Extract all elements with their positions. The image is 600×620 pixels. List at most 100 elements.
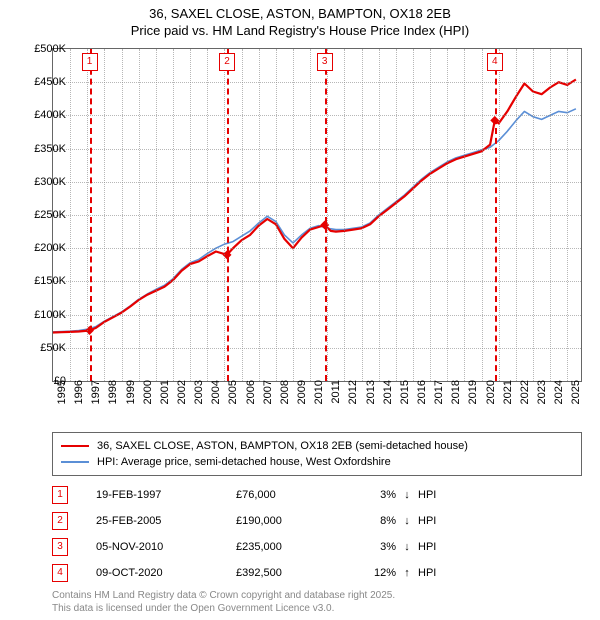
x-axis-label: 2006 — [245, 380, 257, 420]
sale-marker-label: 3 — [317, 53, 333, 71]
x-gridline — [173, 49, 174, 381]
x-axis-label: 2013 — [365, 380, 377, 420]
x-axis-label: 1997 — [90, 380, 102, 420]
y-gridline — [53, 315, 581, 316]
sale-hpi-label: HPI — [414, 567, 458, 579]
title-address: 36, SAXEL CLOSE, ASTON, BAMPTON, OX18 2E… — [0, 6, 600, 21]
y-axis-label: £150K — [18, 275, 66, 287]
x-axis-label: 2005 — [227, 380, 239, 420]
x-gridline — [396, 49, 397, 381]
y-gridline — [53, 149, 581, 150]
x-axis-label: 2020 — [485, 380, 497, 420]
y-gridline — [53, 82, 581, 83]
x-axis-label: 2009 — [296, 380, 308, 420]
x-axis-label: 2008 — [279, 380, 291, 420]
x-axis-label: 2018 — [450, 380, 462, 420]
sale-diff-arrow-icon: ↓ — [400, 489, 414, 501]
legend-label: 36, SAXEL CLOSE, ASTON, BAMPTON, OX18 2E… — [97, 440, 468, 452]
series-price_paid — [53, 80, 576, 333]
legend-item: 36, SAXEL CLOSE, ASTON, BAMPTON, OX18 2E… — [61, 438, 573, 454]
sale-marker-label: 1 — [82, 53, 98, 71]
y-axis-label: £200K — [18, 242, 66, 254]
x-gridline — [224, 49, 225, 381]
x-axis-label: 2007 — [262, 380, 274, 420]
sale-date: 05-NOV-2010 — [96, 541, 236, 553]
x-gridline — [87, 49, 88, 381]
sale-marker-line — [325, 49, 327, 381]
table-row: 305-NOV-2010£235,0003%↓HPI — [52, 534, 582, 560]
sale-price: £235,000 — [236, 541, 336, 553]
sale-marker-line — [90, 49, 92, 381]
table-row: 225-FEB-2005£190,0008%↓HPI — [52, 508, 582, 534]
sale-price: £76,000 — [236, 489, 336, 501]
x-axis-label: 2000 — [142, 380, 154, 420]
x-gridline — [190, 49, 191, 381]
x-gridline — [362, 49, 363, 381]
sale-marker-line — [495, 49, 497, 381]
x-gridline — [327, 49, 328, 381]
x-axis-label: 2002 — [176, 380, 188, 420]
y-axis-label: £50K — [18, 342, 66, 354]
table-marker: 4 — [52, 564, 68, 582]
x-axis-label: 1999 — [125, 380, 137, 420]
sale-diff-arrow-icon: ↓ — [400, 515, 414, 527]
x-gridline — [379, 49, 380, 381]
x-axis-label: 2021 — [502, 380, 514, 420]
legend: 36, SAXEL CLOSE, ASTON, BAMPTON, OX18 2E… — [52, 432, 582, 476]
sale-diff-pct: 3% — [336, 489, 400, 501]
x-axis-label: 2017 — [433, 380, 445, 420]
sale-diff-arrow-icon: ↑ — [400, 567, 414, 579]
title-block: 36, SAXEL CLOSE, ASTON, BAMPTON, OX18 2E… — [0, 0, 600, 38]
x-gridline — [344, 49, 345, 381]
table-row: 1 19-FEB-1997£76,0003%↓HPI — [52, 482, 582, 508]
y-axis-label: £100K — [18, 309, 66, 321]
x-gridline — [447, 49, 448, 381]
sale-marker-line — [227, 49, 229, 381]
x-axis-label: 2025 — [570, 380, 582, 420]
series-hpi — [53, 109, 576, 332]
y-gridline — [53, 248, 581, 249]
x-gridline — [293, 49, 294, 381]
legend-label: HPI: Average price, semi-detached house,… — [97, 456, 391, 468]
y-axis-label: £350K — [18, 143, 66, 155]
sale-diff-pct: 12% — [336, 567, 400, 579]
x-gridline — [464, 49, 465, 381]
x-axis-label: 1996 — [73, 380, 85, 420]
legend-item: HPI: Average price, semi-detached house,… — [61, 454, 573, 470]
y-axis-label: £400K — [18, 109, 66, 121]
x-axis-label: 2011 — [330, 380, 342, 420]
x-gridline — [310, 49, 311, 381]
table-row: 4 09-OCT-2020£392,50012%↑HPI — [52, 560, 582, 586]
x-gridline — [259, 49, 260, 381]
x-gridline — [242, 49, 243, 381]
x-axis-label: 2016 — [416, 380, 428, 420]
sale-price: £190,000 — [236, 515, 336, 527]
x-gridline — [122, 49, 123, 381]
x-gridline — [207, 49, 208, 381]
legend-swatch — [61, 461, 89, 464]
x-gridline — [482, 49, 483, 381]
sales-table: 119-FEB-1997£76,0003%↓HPI225-FEB-2005£19… — [52, 482, 582, 586]
y-gridline — [53, 215, 581, 216]
x-gridline — [567, 49, 568, 381]
sale-date: 09-OCT-2020 — [96, 567, 236, 579]
x-axis-label: 1995 — [56, 380, 68, 420]
footer-line2: This data is licensed under the Open Gov… — [52, 603, 395, 616]
sale-date: 25-FEB-2005 — [96, 515, 236, 527]
table-marker: 3 — [52, 538, 68, 556]
sale-date: 19-FEB-1997 — [96, 489, 236, 501]
table-marker: 1 — [52, 486, 68, 504]
y-axis-label: £450K — [18, 76, 66, 88]
sale-price: £392,500 — [236, 567, 336, 579]
footer-licence: Contains HM Land Registry data © Crown c… — [52, 590, 395, 615]
sale-hpi-label: HPI — [414, 489, 458, 501]
x-axis-label: 2022 — [519, 380, 531, 420]
x-axis-label: 2023 — [536, 380, 548, 420]
sale-marker-label: 2 — [219, 53, 235, 71]
sale-diff-arrow-icon: ↓ — [400, 541, 414, 553]
x-gridline — [276, 49, 277, 381]
y-axis-label: £300K — [18, 176, 66, 188]
y-gridline — [53, 348, 581, 349]
y-axis-label: £250K — [18, 209, 66, 221]
x-axis-label: 2019 — [467, 380, 479, 420]
